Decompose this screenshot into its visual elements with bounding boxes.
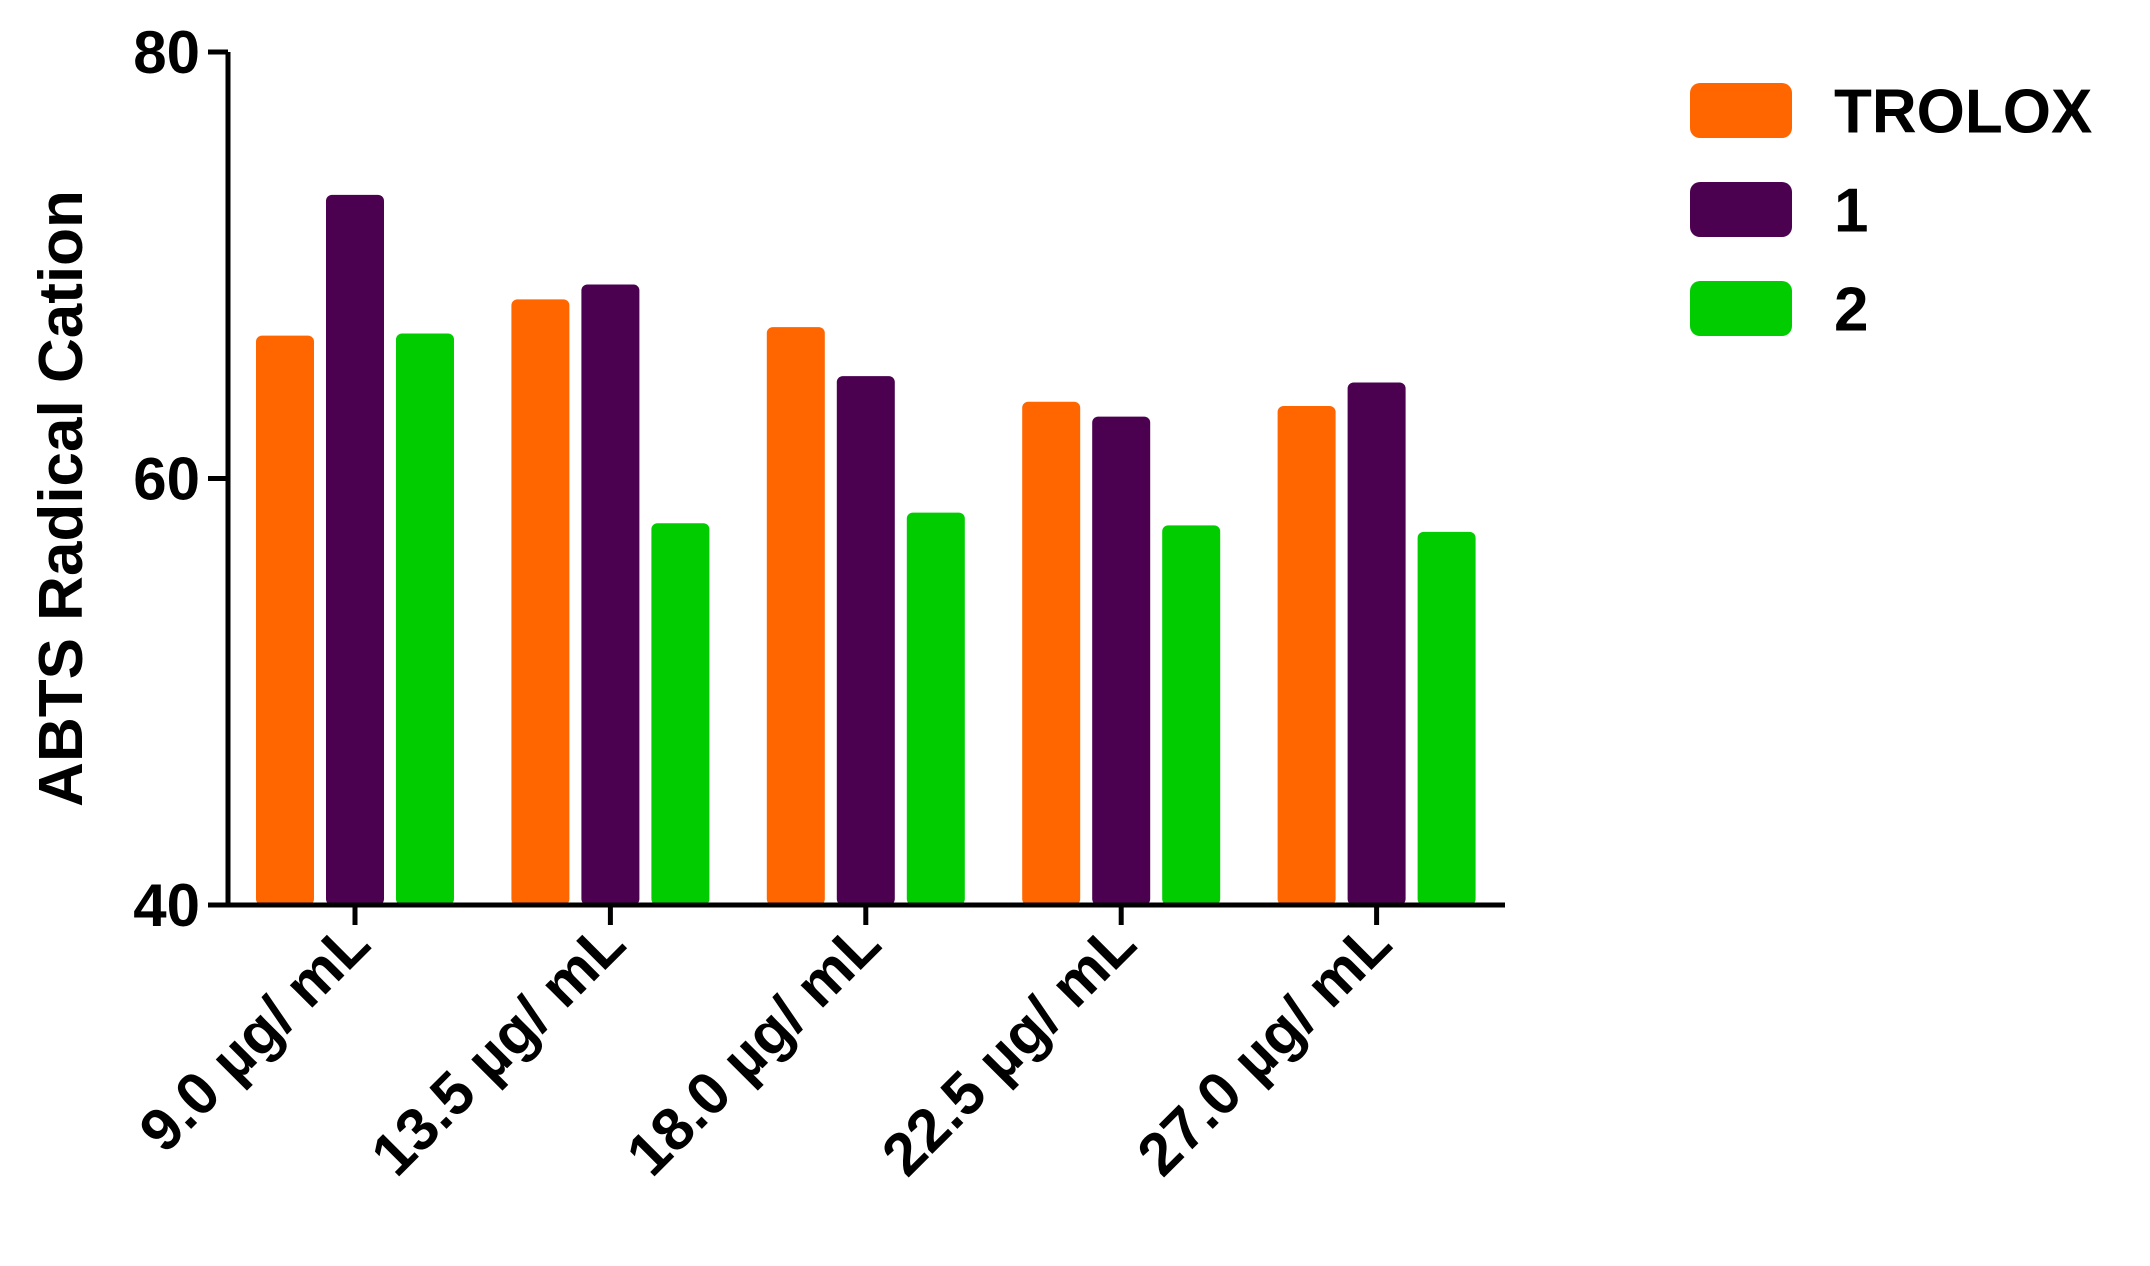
bar-trolox-1 <box>511 299 570 905</box>
x-tick-label: 13.5 µg/ mL <box>358 909 637 1188</box>
bar-2-2 <box>906 512 965 905</box>
bar-trolox-2 <box>766 327 825 905</box>
bar-trolox-0 <box>256 335 314 905</box>
y-tick-label: 80 <box>133 19 200 86</box>
legend-swatch <box>1690 182 1792 237</box>
bar-1-1 <box>581 284 640 905</box>
legend-swatch <box>1690 83 1792 138</box>
legend-label: TROLOX <box>1834 78 2092 147</box>
bar-trolox-4 <box>1277 405 1336 905</box>
y-ticks: 40 60 80 <box>133 19 228 939</box>
bar-2-3 <box>1162 525 1221 905</box>
x-tick-label: 27.0 µg/ mL <box>1124 909 1403 1188</box>
bar-1-4 <box>1347 382 1406 906</box>
bar-1-0 <box>326 194 384 905</box>
bars-layer <box>256 194 1476 906</box>
y-axis-label: ABTS Radical Cation <box>27 190 96 807</box>
legend-label: 1 <box>1834 177 1868 246</box>
y-tick-label: 60 <box>133 446 200 513</box>
x-tick-label: 9.0 µg/ mL <box>126 909 382 1165</box>
legend-label: 2 <box>1834 276 1868 345</box>
bar-1-3 <box>1092 416 1151 905</box>
bar-1-2 <box>836 376 895 905</box>
bar-2-0 <box>396 333 454 905</box>
legend-swatch <box>1690 281 1792 336</box>
bar-trolox-3 <box>1022 401 1081 905</box>
x-tick-label: 18.0 µg/ mL <box>614 909 893 1188</box>
x-tick-label: 22.5 µg/ mL <box>869 909 1148 1188</box>
y-tick-label: 40 <box>133 872 200 939</box>
bar-2-1 <box>651 523 710 905</box>
bar-2-4 <box>1417 531 1476 905</box>
legend: TROLOX 1 2 <box>1690 78 2092 345</box>
